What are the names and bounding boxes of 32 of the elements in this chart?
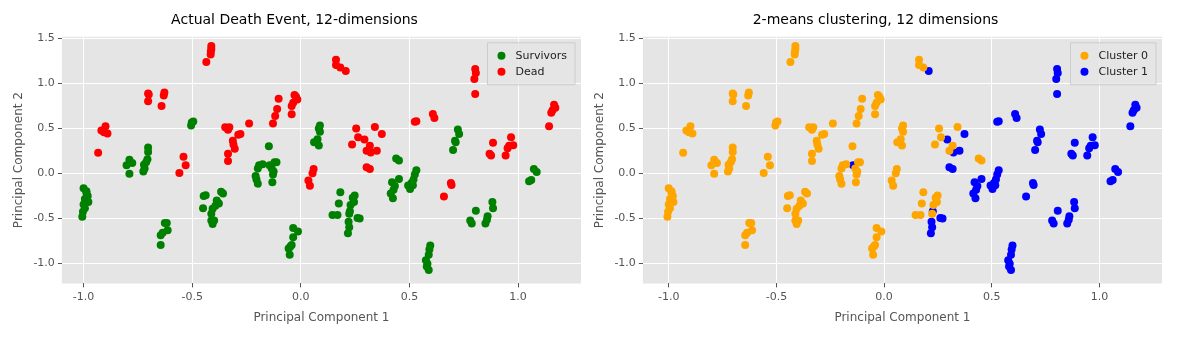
y-tick-label: 0.0 <box>37 166 55 180</box>
y-tick-label: 1.5 <box>618 31 636 45</box>
y-tick-label: -1.0 <box>33 256 55 270</box>
y-tick-label: 1.5 <box>37 31 55 45</box>
x-tick-label: -0.5 <box>765 289 788 303</box>
x-tick-label: 0.0 <box>292 289 310 303</box>
x-tick-label: 0.5 <box>400 289 419 303</box>
y-tick-label: 0.5 <box>618 121 636 135</box>
y-tick-label: 0.0 <box>618 166 636 180</box>
y-tick-label: 0.5 <box>37 121 55 135</box>
chart-title: 2-means clustering, 12 dimensions <box>752 11 999 28</box>
x-tick-label: 0.5 <box>983 289 1001 303</box>
x-tick-label: 1.0 <box>509 289 527 303</box>
y-tick-label: 1.0 <box>37 76 55 90</box>
y-axis-title: Principal Component 2 <box>11 92 26 229</box>
x-tick-label: -0.5 <box>181 289 203 303</box>
x-tick-label: -1.0 <box>657 289 680 303</box>
x-tick-label: -1.0 <box>72 289 95 303</box>
y-axis-title: Principal Component 2 <box>592 92 607 229</box>
x-axis-title: Principal Component 1 <box>253 309 390 324</box>
legend-label: Cluster 1 <box>1098 64 1149 78</box>
x-tick-label: 0.0 <box>875 289 893 303</box>
y-tick-label: 1.0 <box>618 76 636 90</box>
x-tick-label: 1.0 <box>1090 289 1109 303</box>
x-axis-title: Principal Component 1 <box>834 309 971 324</box>
legend-label: Dead <box>515 64 545 78</box>
y-tick-label: -0.5 <box>614 211 636 225</box>
legend-label: Cluster 0 <box>1098 48 1149 62</box>
y-tick-label: -1.0 <box>614 256 636 270</box>
legend-label: Survivors <box>515 48 568 62</box>
y-tick-label: -0.5 <box>33 211 55 225</box>
chart-title: Actual Death Event, 12-dimensions <box>171 11 418 28</box>
